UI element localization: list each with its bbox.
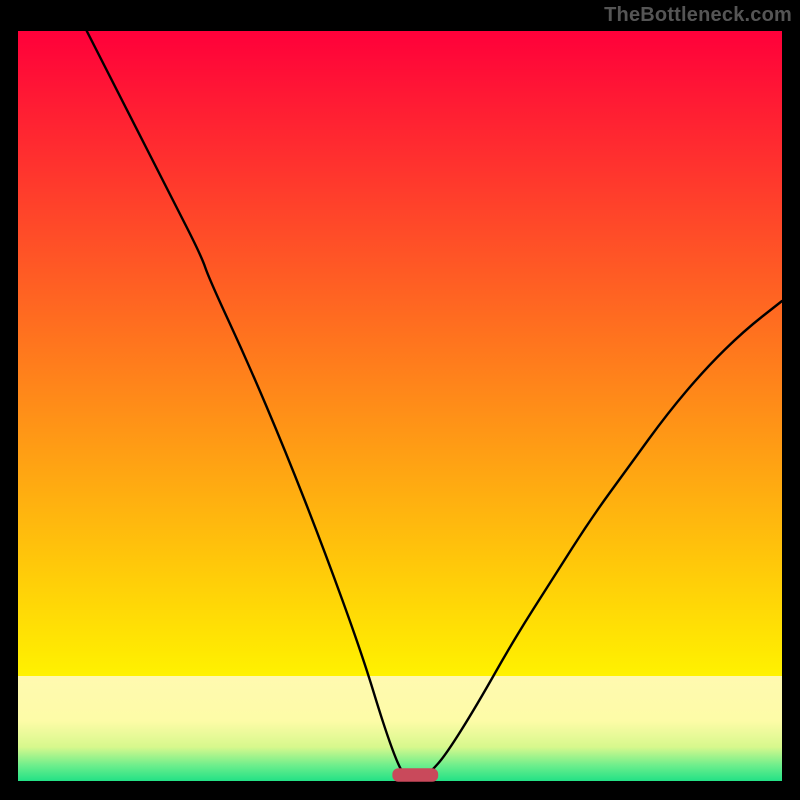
chart-overlay bbox=[0, 0, 800, 800]
bottleneck-curve bbox=[87, 31, 782, 778]
watermark-text: TheBottleneck.com bbox=[604, 4, 792, 27]
optimal-marker bbox=[392, 768, 438, 782]
chart-root: TheBottleneck.com bbox=[0, 0, 800, 800]
